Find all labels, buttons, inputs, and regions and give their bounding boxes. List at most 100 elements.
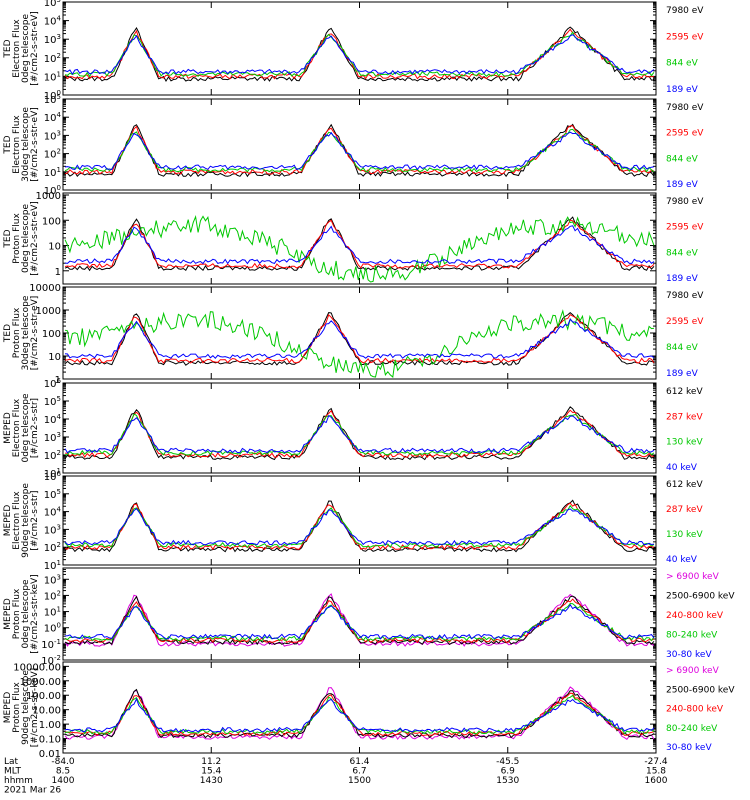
series-trace — [64, 598, 655, 644]
series-trace — [64, 414, 655, 454]
y-tick-label: 100 — [42, 329, 61, 340]
y-tick-label: 100 — [42, 216, 61, 227]
legend-entry: 30-80 keV — [666, 743, 712, 753]
legend-entry: 844 eV — [666, 343, 699, 353]
series-trace — [64, 697, 655, 733]
y-tick-label: 103 — [44, 33, 61, 46]
series-trace — [64, 128, 655, 173]
y-tick-label: 10 — [48, 242, 61, 253]
y-tick-label: 101 — [44, 467, 61, 480]
series-trace — [64, 125, 655, 175]
x-tick-lat: 61.4 — [349, 757, 369, 767]
y-tick-label: 100.00 — [26, 691, 61, 702]
y-axis-label: MEPED — [3, 598, 13, 630]
legend-entry: 189 eV — [666, 369, 699, 379]
y-axis-label: TED — [3, 135, 13, 154]
y-axis-label: 0deg telescope — [21, 579, 31, 649]
series-trace — [64, 225, 655, 265]
legend-entry: 189 eV — [666, 180, 699, 190]
y-tick-label: 102 — [44, 541, 61, 554]
y-tick-label: 104 — [44, 15, 62, 28]
y-axis-label: Proton Flux — [12, 588, 22, 639]
y-tick-label: 10000 — [29, 283, 61, 294]
legend-entry: 7980 eV — [666, 291, 704, 301]
y-axis-label: [#/cm2-s-str-eV] — [30, 11, 40, 86]
panel-frame — [62, 382, 657, 474]
x-tick-lat: -84.0 — [51, 757, 75, 767]
series-trace — [64, 123, 655, 178]
legend-entry: 130 keV — [666, 438, 703, 448]
y-axis-label: 0deg telescope — [21, 204, 31, 274]
y-tick-label: 10.00 — [32, 706, 61, 717]
legend-entry: 287 keV — [666, 505, 703, 515]
legend-entry: 30-80 keV — [666, 650, 712, 660]
legend-entry: 240-800 keV — [666, 611, 724, 621]
legend-entry: 612 keV — [666, 480, 703, 490]
y-axis-label: 90deg telescope — [21, 670, 31, 745]
x-tick-lat: 11.2 — [201, 757, 221, 767]
y-axis-label: [#/cm2-s-str-keV] — [30, 574, 40, 653]
series-trace — [64, 688, 655, 739]
panel-7: 10-2 10-1 100 101 102 103 MEPED Proton Flux 0deg… — [3, 567, 735, 667]
x-tick-hhmm: 1500 — [348, 776, 371, 786]
y-tick-label: 101 — [44, 606, 61, 619]
x-tick-mlt: 8.5 — [56, 767, 70, 777]
x-tick-hhmm: 1400 — [52, 776, 75, 786]
series-trace — [64, 314, 655, 364]
legend-entry: 7980 eV — [666, 103, 704, 113]
y-axis-label: TED — [3, 324, 13, 343]
series-trace — [64, 507, 655, 546]
y-tick-label: 103 — [44, 573, 61, 586]
series-trace — [64, 686, 655, 740]
series-trace — [64, 312, 655, 366]
series-trace — [64, 214, 655, 283]
legend-entry: 844 eV — [666, 154, 699, 164]
y-tick-label: 105 — [44, 395, 61, 408]
panel-2: 100 101 102 103 104 105 TED Electron Flux 30deg … — [3, 93, 704, 197]
panel-4: 1 10 100 1000 10000 TED Proton Flux 30deg teles… — [3, 283, 704, 386]
y-axis-label: [#/cm2-s-str] — [30, 398, 40, 458]
panel-6: 101 102 103 104 105 106 MEPED Electron Flux 90de… — [3, 470, 703, 572]
y-tick-label: 1 — [55, 375, 61, 386]
y-tick-label: 105 — [44, 488, 61, 501]
legend-entry: > 6900 keV — [666, 666, 720, 676]
y-tick-label: 100 — [44, 184, 61, 197]
legend-entry: 80-240 keV — [666, 724, 718, 734]
y-axis-label: Electron Flux — [12, 398, 22, 457]
panel-frame — [62, 1, 657, 96]
series-trace — [64, 219, 655, 269]
y-tick-label: 0.01 — [39, 749, 61, 760]
x-row-label: hhmm — [4, 776, 33, 786]
series-trace — [64, 504, 655, 548]
y-axis-label: 90deg telescope — [21, 483, 31, 558]
panel-frame — [62, 475, 657, 566]
series-trace — [64, 413, 655, 456]
series-trace — [64, 602, 655, 642]
y-axis-label: [#/cm2-s-str] — [30, 490, 40, 550]
x-tick-lat: -27.4 — [644, 757, 668, 767]
legend-entry: 7980 eV — [666, 197, 704, 207]
y-axis-label: TED — [3, 229, 13, 248]
legend-entry: 2595 eV — [666, 32, 704, 42]
y-axis-label: Proton Flux — [12, 682, 22, 733]
y-tick-label: 1000 — [36, 306, 61, 317]
legend-entry: 7980 eV — [666, 6, 704, 16]
y-tick-label: 1000.00 — [20, 677, 61, 688]
y-axis-label: Electron Flux — [12, 19, 22, 78]
series-trace — [64, 34, 655, 76]
y-axis-label: MEPED — [3, 412, 13, 444]
y-tick-label: 103 — [44, 431, 61, 444]
series-trace — [64, 692, 655, 737]
legend-entry: 2500-6900 keV — [666, 592, 735, 602]
y-tick-label: 104 — [44, 111, 62, 124]
series-trace — [64, 28, 655, 80]
y-tick-label: 10 — [48, 352, 61, 363]
panel-1: 100 101 102 103 104 105 TED Electron Flux 0deg t… — [3, 0, 704, 102]
y-tick-label: 106 — [44, 470, 62, 483]
legend-entry: 2595 eV — [666, 129, 704, 139]
series-trace — [64, 603, 655, 640]
x-tick-mlt: 15.8 — [646, 767, 666, 777]
y-axis-label: 30deg telescope — [21, 295, 31, 370]
